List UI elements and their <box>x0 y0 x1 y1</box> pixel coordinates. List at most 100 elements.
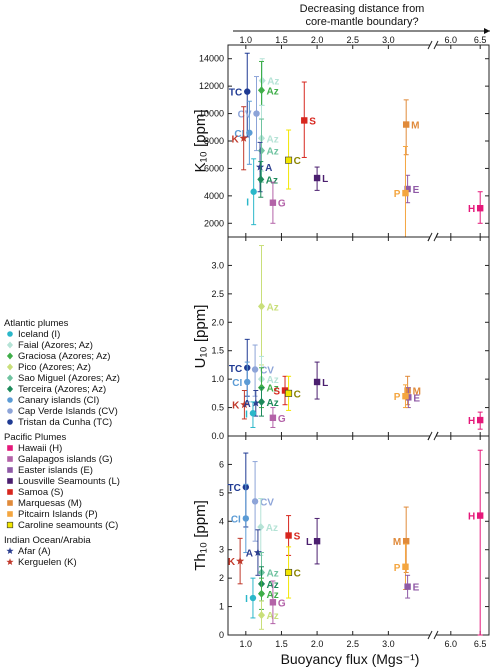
marker-square <box>402 537 410 545</box>
legend-label: Hawaii (H) <box>18 443 62 454</box>
legend-label: Lousville Seamounts (L) <box>18 476 120 487</box>
data-point-C: C <box>285 375 301 411</box>
point-label: Az <box>267 77 279 88</box>
legend-item: Graciosa (Azores; Az) <box>6 351 110 362</box>
legend-label: Galapagos islands (G) <box>18 454 113 465</box>
marker-diamond <box>257 589 266 598</box>
legend-item: Marquesas (M) <box>7 498 82 509</box>
y-axis-label: U₁₀ [ppm] <box>192 305 209 369</box>
legend-marker <box>6 352 14 360</box>
y-tick-label: 8000 <box>204 136 224 146</box>
legend-label: Terceira (Azores; Az) <box>18 384 106 395</box>
legend-group-title: Indian Ocean/Arabia <box>4 535 91 546</box>
data-point-C: C <box>285 129 301 190</box>
marker-square <box>404 185 411 193</box>
marker-circle <box>244 378 251 386</box>
legend-marker <box>7 445 13 451</box>
marker-square <box>285 568 293 576</box>
panel-frame <box>227 435 490 636</box>
axis-break-mark <box>427 431 433 441</box>
y-tick-label: 5 <box>219 488 224 498</box>
legend-item: Galapagos islands (G) <box>7 454 113 465</box>
point-label: S <box>309 116 316 127</box>
data-point-K: K <box>232 390 249 420</box>
legend-item: Tristan da Cunha (TC) <box>7 417 112 428</box>
data-point-L: L <box>306 517 321 565</box>
y-tick-label: 3.0 <box>211 260 224 270</box>
point-label: K <box>231 134 239 145</box>
legend-label: Marquesas (M) <box>18 498 82 509</box>
legend-marker <box>6 341 14 349</box>
data-point-CI: CI <box>234 100 253 165</box>
marker-square <box>402 393 409 400</box>
y-tick-label: 12000 <box>199 81 224 91</box>
data-point-K: K <box>228 537 245 585</box>
top-x-tick-label: 2.0 <box>311 35 324 45</box>
axis-break-mark <box>433 40 439 50</box>
y-tick-label: 6 <box>219 459 224 469</box>
axis-break-mark <box>433 232 439 242</box>
data-point-Az: Az <box>257 245 279 366</box>
legend-marker <box>7 478 13 484</box>
legend-label: Graciosa (Azores; Az) <box>18 351 110 362</box>
point-label: I <box>245 409 248 420</box>
bottom-x-tick-label: 6.0 <box>445 639 458 649</box>
point-label: A <box>265 163 272 174</box>
point-label: G <box>278 199 286 210</box>
top-x-tick-label: 6.5 <box>474 35 487 45</box>
bottom-x-tick-label: 2.5 <box>346 639 359 649</box>
y-tick-label: 2.0 <box>211 317 224 327</box>
annotation-line-2: core-mantle boundary? <box>305 16 418 28</box>
legend-group-title: Pacific Plumes <box>4 432 67 443</box>
legend-label: Afar (A) <box>18 546 51 557</box>
marker-square <box>404 583 411 590</box>
point-label: S <box>273 387 280 398</box>
axis-break-mark <box>427 40 433 50</box>
axis-break-gap <box>430 41 436 49</box>
y-tick-label: 2000 <box>204 218 224 228</box>
legend-marker <box>6 374 14 382</box>
legend-label: Canary islands (CI) <box>18 395 99 406</box>
y-tick-label: 4000 <box>204 191 224 201</box>
marker-square <box>313 378 321 386</box>
point-label: L <box>306 537 312 548</box>
data-point-P: P <box>394 384 409 409</box>
data-point-Az: Az <box>257 161 278 198</box>
legend-marker <box>6 558 14 566</box>
legend-marker <box>6 547 14 555</box>
y-tick-label: 4 <box>219 516 224 526</box>
legend-marker <box>6 385 14 393</box>
point-label: H <box>468 416 475 427</box>
marker-square <box>402 189 409 197</box>
top-x-tick-label: 3.0 <box>382 35 395 45</box>
axis-break-mark <box>433 431 439 441</box>
legend-marker <box>7 500 13 506</box>
legend-item: Iceland (I) <box>7 329 60 340</box>
point-label: M <box>393 537 401 548</box>
point-label: CV <box>260 497 274 508</box>
data-point-M: M <box>402 99 420 156</box>
point-label: S <box>294 532 301 543</box>
legend-group-title: Atlantic plumes <box>4 318 69 329</box>
legend-marker <box>7 456 13 462</box>
top-x-tick-label: 2.5 <box>346 35 359 45</box>
marker-star <box>253 548 263 557</box>
point-label: CV <box>238 110 252 121</box>
top-x-tick-label: 6.0 <box>445 35 458 45</box>
top-x-axis: 1.0 1.5 2.0 2.5 3.0 6.0 6.5 <box>240 35 487 45</box>
legend-marker <box>7 511 13 517</box>
marker-square <box>281 387 289 394</box>
legend-item: Pico (Azores; Az) <box>6 362 91 373</box>
data-point-A: A <box>255 141 272 193</box>
legend-label: Easter islands (E) <box>18 465 93 476</box>
point-label: G <box>278 414 286 425</box>
y-tick-label: 14000 <box>199 54 224 64</box>
marker-square <box>476 205 484 212</box>
legend-marker <box>7 397 13 403</box>
axis-break-mark <box>433 630 439 640</box>
legend-label: Iceland (I) <box>18 329 60 340</box>
marker-diamond <box>257 611 266 620</box>
data-point-S: S <box>285 515 301 556</box>
